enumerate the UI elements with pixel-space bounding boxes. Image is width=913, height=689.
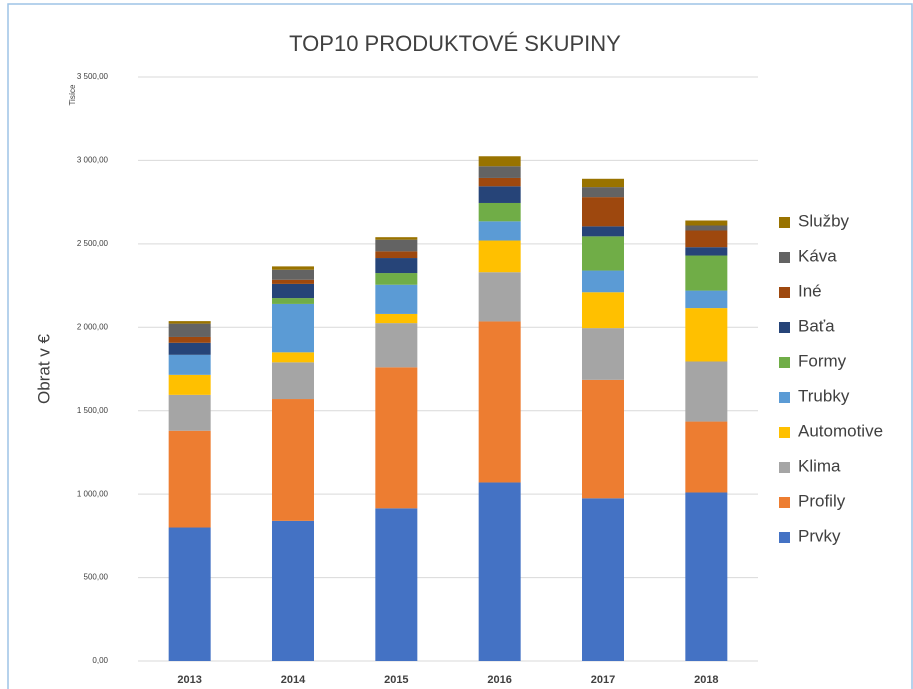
y-tick-label: 2 500,00 (77, 239, 109, 248)
bar-segment (272, 362, 314, 400)
bar-segment (685, 308, 728, 362)
y-tick-label: 0,00 (92, 656, 108, 665)
legend-label: Formy (798, 351, 847, 370)
bar-segment (375, 251, 418, 259)
bar-segment (375, 239, 418, 252)
bar-segment (582, 226, 624, 237)
bar-segment (478, 166, 521, 178)
legend-swatch (779, 322, 790, 333)
bar-segment (685, 230, 728, 248)
bar-segment (272, 298, 314, 304)
bar-segment (685, 290, 728, 309)
bar-segment (478, 202, 521, 222)
legend-swatch (779, 357, 790, 368)
legend-swatch (779, 287, 790, 298)
bar-segment (375, 237, 418, 240)
bar-segment (685, 225, 728, 231)
x-tick-label: 2015 (384, 674, 408, 686)
bar-segment (375, 284, 418, 314)
bar-segment (582, 270, 624, 293)
bar-segment (272, 399, 314, 521)
bar-segment (168, 374, 211, 395)
legend-swatch (779, 252, 790, 263)
x-tick-label: 2014 (281, 674, 306, 686)
legend-swatch (779, 392, 790, 403)
legend-label: Baťa (798, 316, 835, 335)
bar-segment (582, 379, 624, 499)
bar-segment (582, 328, 624, 380)
bar-segment (582, 498, 624, 661)
bar-segment (375, 367, 418, 509)
chart-title: TOP10 PRODUKTOVÉ SKUPINY (289, 31, 621, 56)
bar-segment (685, 255, 728, 291)
x-tick-label: 2018 (694, 674, 718, 686)
y-axis-label: Obrat v € (34, 333, 53, 403)
bar-segment (478, 177, 521, 187)
bar-segment (685, 492, 728, 661)
bar-segment (375, 323, 418, 368)
bar-segment (685, 247, 728, 256)
legend-label: Káva (798, 246, 837, 265)
y-tick-label: 3 500,00 (77, 72, 109, 81)
y-tick-label: 3 000,00 (77, 156, 109, 165)
bar-segment (375, 258, 418, 274)
x-tick-label: 2013 (177, 674, 201, 686)
y-tick-label: 2 000,00 (77, 322, 109, 331)
bar-segment (478, 272, 521, 322)
x-tick-label: 2016 (487, 674, 511, 686)
bar-segment (168, 321, 211, 324)
y-tick-label: 500,00 (84, 573, 109, 582)
legend-swatch (779, 497, 790, 508)
legend-label: Služby (798, 211, 850, 230)
bar-segment (272, 303, 314, 353)
bar-segment (272, 352, 314, 363)
bar-segment (478, 240, 521, 273)
bar-segment (478, 321, 521, 483)
y-tick-label: 1 000,00 (77, 489, 109, 498)
bar-segment (168, 342, 211, 355)
bar-segment (272, 283, 314, 299)
bar-segment (168, 336, 211, 343)
unit-label: Tisíce (68, 84, 77, 106)
bar-segment (478, 156, 521, 167)
legend-label: Automotive (798, 421, 883, 440)
bar-segment (168, 323, 211, 337)
chart-frame (7, 3, 913, 689)
bar-segment (272, 269, 314, 280)
legend-swatch (779, 462, 790, 473)
bar-segment (685, 361, 728, 422)
bar-segment (272, 520, 314, 661)
bar-segment (582, 187, 624, 198)
bar-segment (685, 220, 728, 226)
y-tick-label: 1 500,00 (77, 406, 109, 415)
legend-swatch (779, 532, 790, 543)
x-tick-label: 2017 (591, 674, 615, 686)
legend-label: Trubky (798, 386, 850, 405)
bar-segment (582, 197, 624, 227)
legend-swatch (779, 427, 790, 438)
bar-segment (582, 236, 624, 271)
bar-segment (375, 313, 418, 324)
legend-label: Profily (798, 491, 846, 510)
bar-segment (168, 527, 211, 661)
bar-segment (582, 178, 624, 188)
bar-segment (685, 421, 728, 493)
bar-segment (478, 221, 521, 241)
bar-segment (168, 354, 211, 375)
bar-segment (272, 266, 314, 270)
legend-label: Klima (798, 456, 841, 475)
bar-segment (272, 279, 314, 284)
legend-swatch (779, 217, 790, 228)
legend-label: Prvky (798, 526, 841, 545)
bar-segment (478, 186, 521, 203)
bar-segment (582, 292, 624, 329)
bar-segment (375, 273, 418, 285)
bar-segment (168, 394, 211, 431)
bar-segment (168, 430, 211, 528)
bar-segment (375, 508, 418, 661)
legend-label: Iné (798, 281, 822, 300)
bar-segment (478, 482, 521, 661)
